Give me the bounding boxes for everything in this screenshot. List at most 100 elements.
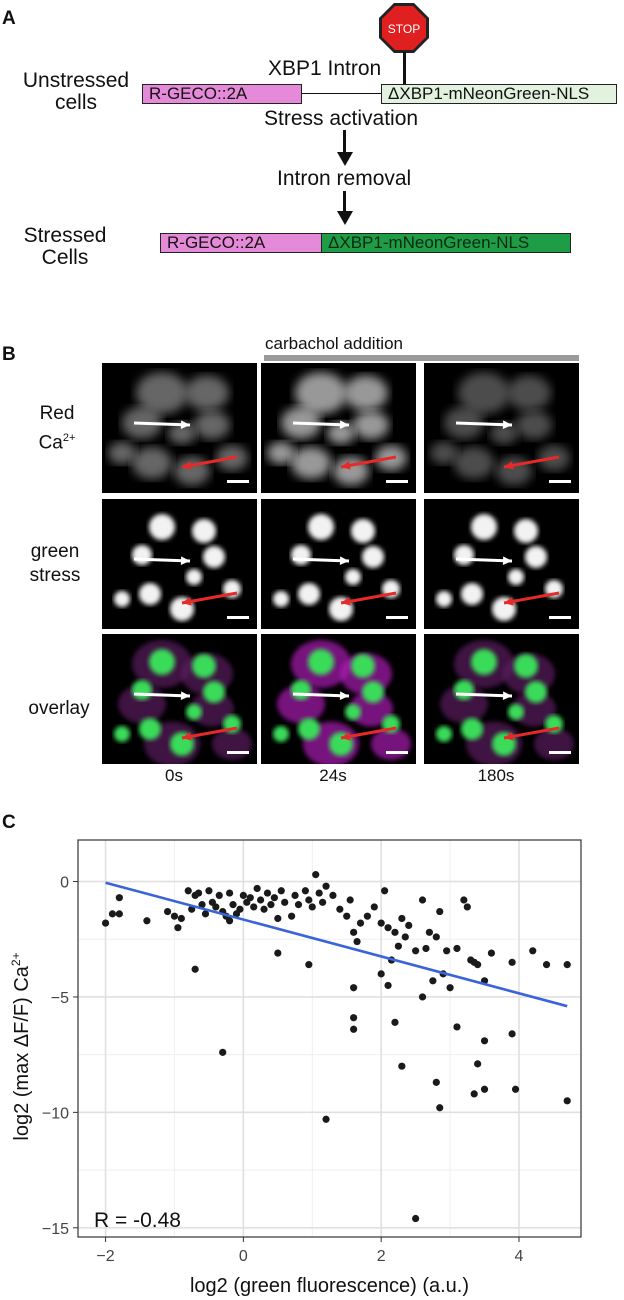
data-point bbox=[174, 924, 182, 932]
micro-image-r2-c2 bbox=[424, 634, 579, 764]
data-point bbox=[508, 958, 516, 966]
data-point bbox=[329, 891, 337, 899]
data-point bbox=[398, 1062, 406, 1070]
row-label-green-stress: green stress bbox=[10, 540, 100, 588]
white-arrow bbox=[133, 692, 191, 698]
data-point bbox=[219, 1048, 227, 1056]
data-point bbox=[542, 961, 551, 969]
data-point bbox=[246, 894, 254, 902]
data-point bbox=[446, 984, 454, 992]
data-point bbox=[363, 912, 371, 920]
data-point bbox=[418, 993, 427, 1001]
rgeco-box-stressed: R-GECO::2A bbox=[160, 233, 322, 253]
row-label-ca-text: Ca bbox=[38, 432, 63, 454]
data-point bbox=[412, 947, 420, 955]
red-arrow bbox=[181, 726, 238, 740]
data-point bbox=[418, 896, 427, 904]
panel-c-letter: C bbox=[2, 812, 16, 833]
data-point bbox=[101, 919, 110, 927]
micro-image-r0-c1 bbox=[261, 363, 416, 493]
red-arrow bbox=[181, 591, 238, 605]
data-point bbox=[460, 896, 468, 904]
data-point bbox=[480, 1037, 489, 1045]
white-arrow bbox=[455, 692, 513, 698]
data-point bbox=[308, 903, 316, 911]
unstressed-label-line1: Unstressed bbox=[22, 69, 130, 92]
data-point bbox=[263, 889, 272, 897]
data-point bbox=[381, 887, 389, 895]
data-point bbox=[277, 887, 285, 895]
y-axis-label-sup: 2+ bbox=[9, 952, 23, 966]
white-arrow bbox=[133, 557, 191, 563]
row-label-overlay: overlay bbox=[28, 698, 90, 719]
scale-bar bbox=[549, 480, 571, 483]
red-arrow bbox=[340, 591, 397, 605]
fit-line bbox=[105, 881, 568, 1008]
y-tick-label: −5 bbox=[51, 990, 69, 1007]
data-point bbox=[350, 1025, 358, 1033]
down-arrow-1 bbox=[343, 130, 346, 154]
data-point bbox=[288, 912, 296, 920]
data-point bbox=[239, 891, 247, 899]
panel-a-letter: A bbox=[2, 8, 16, 29]
data-point bbox=[305, 896, 313, 904]
data-point bbox=[394, 942, 403, 950]
data-point bbox=[194, 889, 203, 897]
data-point bbox=[305, 961, 313, 969]
data-point bbox=[563, 1097, 571, 1105]
row-label-green: green bbox=[30, 541, 80, 562]
data-point bbox=[315, 889, 323, 897]
red-arrow bbox=[181, 455, 238, 469]
scatter-chart: −2 0 2 4 0 −5 −10 −15 R = -0.48 log2 (green fluor… bbox=[9, 839, 582, 1297]
white-arrow bbox=[292, 692, 350, 698]
stressed-cells-label: Stressed Cells bbox=[10, 225, 120, 269]
white-arrow bbox=[292, 421, 350, 427]
time-label-2: 180s bbox=[477, 766, 515, 785]
carbachol-bar bbox=[264, 355, 579, 361]
x-tick-label: 0 bbox=[239, 1248, 248, 1265]
data-point bbox=[294, 901, 303, 909]
micro-image-r1-c0 bbox=[102, 499, 257, 629]
data-point bbox=[474, 961, 482, 969]
time-label-1: 24s bbox=[319, 766, 347, 785]
data-point bbox=[250, 903, 258, 911]
data-point bbox=[281, 898, 289, 906]
scale-bar bbox=[227, 616, 249, 619]
correlation-annotation: R = -0.48 bbox=[94, 1209, 181, 1232]
unstressed-label-line2: cells bbox=[54, 91, 97, 114]
xbp1-intron-label: XBP1 Intron bbox=[268, 57, 382, 80]
data-point bbox=[350, 984, 358, 992]
data-point bbox=[322, 882, 330, 890]
data-point bbox=[377, 919, 385, 927]
data-point bbox=[225, 889, 234, 897]
micro-image-r0-c2 bbox=[424, 363, 579, 493]
data-point bbox=[163, 907, 172, 916]
data-point bbox=[398, 914, 406, 923]
data-point bbox=[391, 928, 399, 936]
data-point bbox=[443, 947, 451, 955]
data-point bbox=[470, 1090, 478, 1098]
unstressed-cells-label: Unstressed cells bbox=[16, 70, 136, 114]
stressed-label-line1: Stressed bbox=[23, 224, 107, 247]
data-point bbox=[322, 1115, 330, 1123]
data-point bbox=[256, 896, 265, 904]
white-arrow bbox=[133, 421, 191, 427]
row-label-ca-sup: 2+ bbox=[62, 432, 76, 444]
data-point bbox=[260, 905, 268, 913]
data-point bbox=[343, 912, 351, 920]
micro-image-r2-c1 bbox=[261, 634, 416, 764]
scale-bar bbox=[386, 616, 408, 619]
data-point bbox=[170, 912, 179, 920]
data-point bbox=[336, 905, 344, 913]
stop-sign-text: STOP bbox=[388, 22, 420, 36]
data-point bbox=[215, 891, 223, 899]
intron-removal-label: Intron removal bbox=[277, 167, 412, 190]
y-tick-label: 0 bbox=[60, 875, 69, 892]
data-point bbox=[236, 905, 244, 913]
row-label-red: Red bbox=[39, 403, 75, 424]
data-point bbox=[391, 1018, 399, 1026]
red-arrow bbox=[503, 455, 560, 469]
micro-image-r1-c2 bbox=[424, 499, 579, 629]
scale-bar bbox=[549, 751, 571, 754]
micro-image-r2-c0 bbox=[102, 634, 257, 764]
